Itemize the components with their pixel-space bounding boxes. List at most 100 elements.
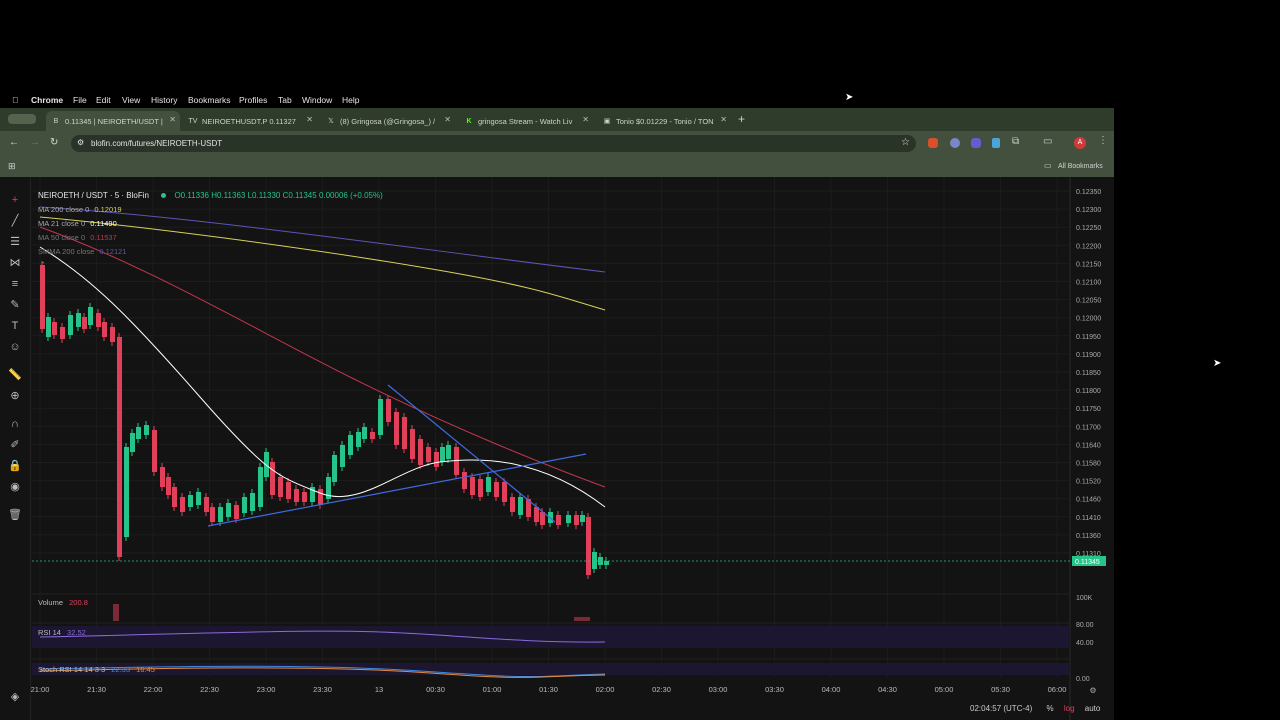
candle-body: [518, 497, 523, 515]
menu-history[interactable]: History: [151, 95, 178, 105]
clock-time[interactable]: 02:04:57 (UTC-4): [970, 704, 1033, 713]
candle-body: [370, 432, 375, 439]
brush-icon[interactable]: ✎: [10, 299, 20, 311]
candle: [258, 463, 263, 511]
menu-edit[interactable]: Edit: [96, 95, 111, 105]
indicator-ma50[interactable]: MA 50 close 0 0.11537: [38, 233, 117, 242]
candle-body: [548, 512, 553, 523]
close-tab-icon[interactable]: ✕: [720, 115, 727, 124]
price-tick-label: 0.11900: [1076, 352, 1101, 359]
extension-icon[interactable]: [992, 138, 1000, 148]
close-tab-icon[interactable]: ✕: [169, 115, 176, 124]
extension-icon[interactable]: [928, 138, 938, 148]
tab-tradingview[interactable]: TV NEIROETHUSDT.P 0.11327 ✕: [188, 115, 313, 126]
tab-kick-stream[interactable]: K gringosa Stream - Watch Liv ✕: [466, 115, 589, 126]
chrome-menu-icon[interactable]: ⋮: [1098, 135, 1108, 146]
bookmark-star-icon[interactable]: ☆: [901, 137, 910, 148]
trend-line-icon[interactable]: ╱: [11, 215, 19, 227]
trash-icon[interactable]: 🗑: [8, 509, 22, 521]
volume-legend: Volume 200.8: [38, 598, 88, 607]
volume-bar: [574, 617, 590, 621]
candle: [426, 443, 431, 466]
candle: [410, 425, 415, 463]
back-icon[interactable]: ←: [9, 137, 19, 148]
tab-blofin[interactable]: B 0.11345 | NEIROETH/USDT | ✕: [46, 111, 180, 131]
candle-body: [348, 435, 353, 455]
bookmarks-bar: ⊞ ▭ All Bookmarks: [0, 157, 1114, 177]
zoom-icon[interactable]: ⊕: [10, 390, 20, 402]
collapse-legend-icon[interactable]: ⌃: [40, 262, 46, 269]
close-tab-icon[interactable]: ✕: [444, 115, 451, 124]
indicator-ma21[interactable]: MA 21 close 0 0.11490: [38, 219, 117, 228]
fib-icon[interactable]: ≡: [11, 278, 19, 290]
candle: [418, 435, 423, 469]
candle-body: [446, 445, 451, 459]
pattern-icon[interactable]: ⋈: [9, 257, 21, 269]
menu-window[interactable]: Window: [302, 95, 333, 105]
apps-grid-icon[interactable]: ⊞: [8, 161, 16, 171]
candle: [96, 309, 101, 331]
candle: [402, 413, 407, 453]
all-bookmarks-link[interactable]: All Bookmarks: [1058, 163, 1103, 170]
close-tab-icon[interactable]: ✕: [582, 115, 589, 124]
extension-icon[interactable]: [971, 138, 981, 148]
percent-toggle[interactable]: %: [1046, 704, 1054, 713]
log-toggle[interactable]: log: [1063, 704, 1075, 713]
url-text: blofin.com/futures/NEIROETH-USDT: [91, 139, 223, 148]
tab-x-gringosa[interactable]: 𝕏 (8) Gringosa (@Gringosa_) / ✕: [328, 115, 451, 126]
text-icon[interactable]: T: [11, 320, 19, 332]
stoch-band: [32, 663, 1070, 675]
candle: [204, 493, 209, 516]
candle: [117, 333, 122, 561]
candle-body: [88, 307, 93, 325]
menu-file[interactable]: File: [73, 95, 87, 105]
price-tick-label: 0.11640: [1076, 442, 1101, 449]
candle: [446, 441, 451, 463]
forward-icon[interactable]: →: [30, 137, 40, 148]
menu-profiles[interactable]: Profiles: [239, 95, 268, 105]
menu-chrome[interactable]: Chrome: [31, 95, 64, 105]
auto-toggle[interactable]: auto: [1084, 704, 1101, 713]
candle: [502, 478, 507, 506]
candle: [566, 511, 571, 527]
emoji-icon[interactable]: ☺: [9, 341, 21, 353]
pencil-lock-icon[interactable]: ✐: [10, 439, 20, 451]
tab-group-icon[interactable]: [8, 114, 36, 124]
new-tab-icon[interactable]: +: [738, 112, 746, 126]
magnet-icon[interactable]: ∩: [11, 418, 19, 430]
apple-icon[interactable]: : [12, 95, 18, 105]
candle-body: [96, 313, 101, 327]
extension-icon[interactable]: [950, 138, 960, 148]
candle-body: [580, 515, 585, 522]
extensions-puzzle-icon[interactable]: ⧉: [1012, 136, 1020, 147]
site-info-icon[interactable]: ⚙: [77, 138, 85, 147]
profile-avatar[interactable]: A: [1074, 137, 1086, 149]
indicator-smma200[interactable]: SMMA 200 close 0.12121: [38, 247, 127, 256]
candle-body: [386, 399, 391, 422]
symbol-title: NEIROETH / USDT · 5 · BloFin O0.11336 H0…: [38, 191, 383, 200]
layers-icon[interactable]: ◈: [10, 691, 20, 703]
candle-body: [526, 499, 531, 517]
price-chart[interactable]: 0.12350 0.12300 0.12250 0.12200 0.12150 0.121…: [0, 177, 1114, 720]
ruler-icon[interactable]: 📏: [8, 369, 22, 381]
eye-icon[interactable]: ◉: [10, 481, 20, 493]
time-tick-label: 21:30: [87, 685, 106, 694]
menu-bookmarks[interactable]: Bookmarks: [188, 95, 231, 105]
ma21-line: [39, 246, 606, 508]
side-panel-icon[interactable]: ▭: [1043, 136, 1053, 147]
reload-icon[interactable]: ↻: [50, 137, 59, 148]
menu-tab[interactable]: Tab: [278, 95, 292, 105]
menu-view[interactable]: View: [122, 95, 141, 105]
horizontal-lines-icon[interactable]: ☰: [10, 236, 20, 248]
candle: [348, 431, 353, 459]
lock-icon[interactable]: 🔒: [8, 460, 22, 472]
tab-tonio[interactable]: ▣ Tonio $0.01229 - Tonio / TON ✕: [603, 115, 727, 126]
menu-help[interactable]: Help: [342, 95, 360, 105]
candle-body: [76, 313, 81, 327]
omnibox[interactable]: ⚙ blofin.com/futures/NEIROETH-USDT ☆: [71, 135, 916, 152]
crosshair-icon[interactable]: +: [11, 194, 19, 206]
indicator-ma200[interactable]: MA 200 close 0 0.12019: [38, 205, 122, 214]
time-tick-label: 02:00: [596, 685, 615, 694]
close-tab-icon[interactable]: ✕: [306, 115, 313, 124]
candle: [486, 473, 491, 496]
